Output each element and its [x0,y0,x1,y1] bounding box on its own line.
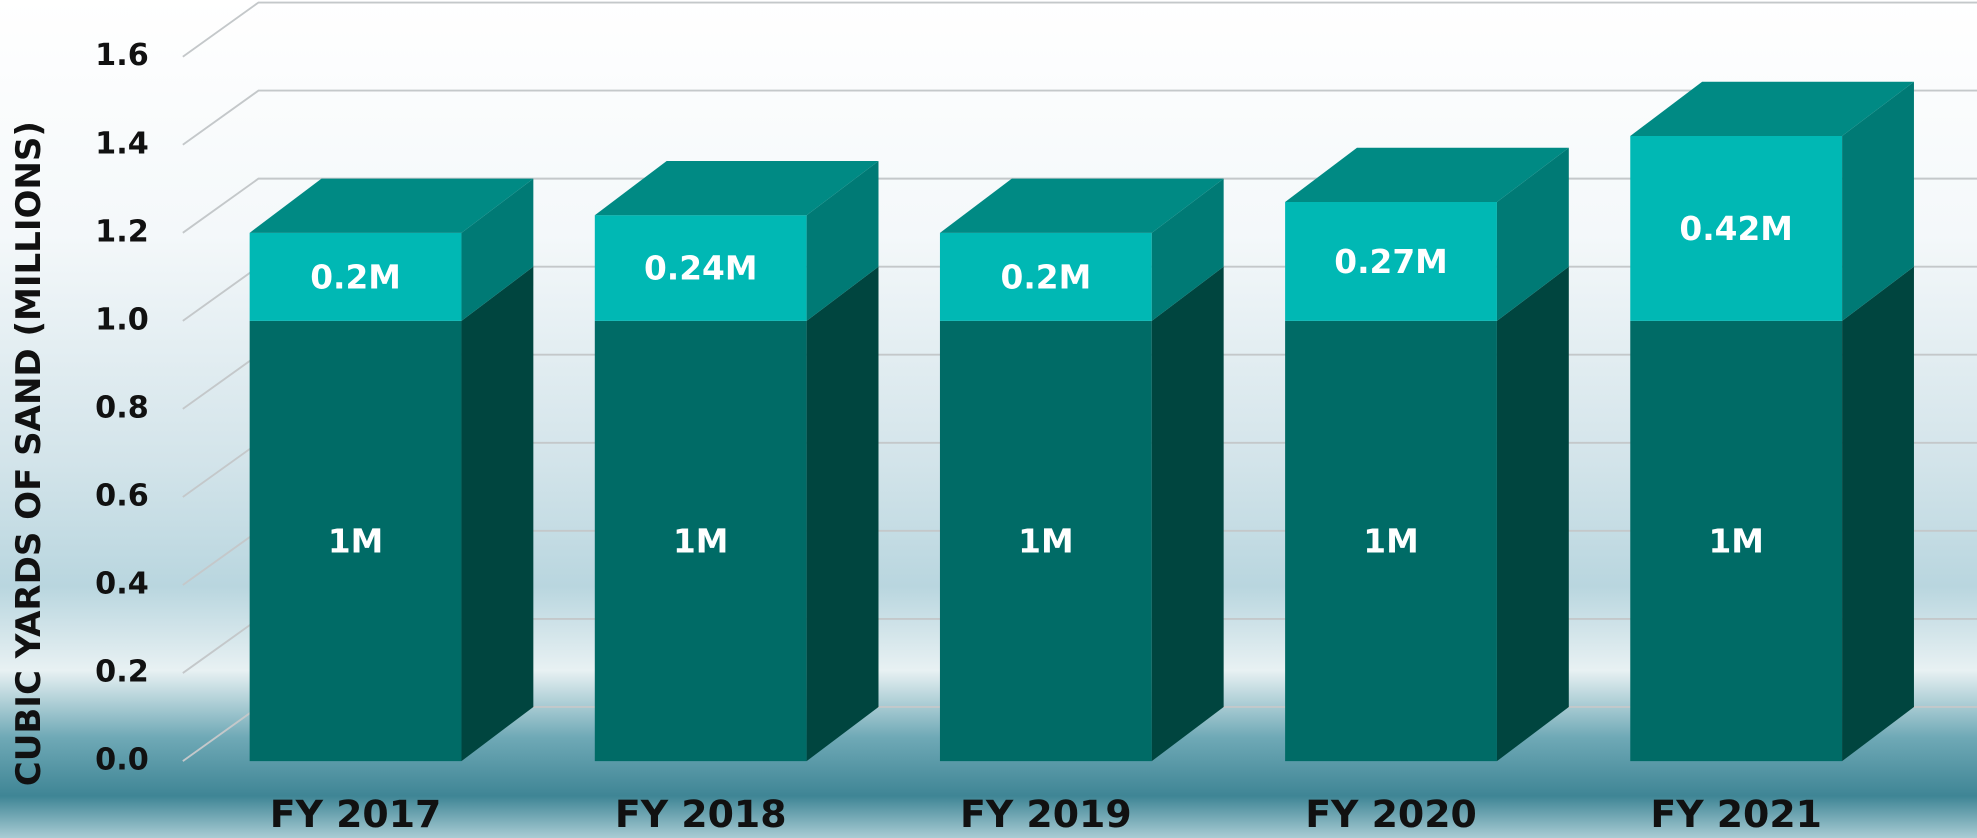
x-tick-label: FY 2019 [960,792,1132,836]
data-label: 0.2M [310,258,401,296]
bar-side [1842,266,1914,762]
y-axis-title: CUBIC YARDS OF SAND (MILLIONS) [9,121,49,786]
bar-segment [594,215,807,321]
grid-line [182,1,1977,58]
bar-side [1151,178,1224,321]
bar-top [1630,81,1914,136]
y-tick-label: 0.8 [95,390,149,425]
bar-segment [594,320,807,762]
y-tick-label: 1.4 [95,126,149,161]
y-tick-label: 0.2 [95,655,149,690]
bar-top [249,178,534,233]
data-label: 0.27M [1334,243,1447,281]
bar-top [1285,147,1569,202]
bar-side [461,178,534,321]
data-label: 0.24M [644,250,757,288]
y-tick-label: 1.6 [95,38,149,73]
bar-top [594,161,879,216]
bar-side [1842,81,1914,321]
bar-side [1496,266,1569,762]
bar-segment [1285,201,1497,321]
y-tick-label: 1.0 [95,302,149,337]
bar-segment [249,320,462,762]
y-tick-label: 0.6 [95,478,149,513]
data-label: 1M [1708,523,1763,561]
grid-line [182,89,1977,146]
bar-side [806,161,879,321]
bar-segment [939,232,1152,321]
bar-side [461,266,534,762]
y-tick-label: 1.2 [95,214,149,249]
data-label: 0.2M [1001,258,1092,296]
data-label: 1M [328,523,383,561]
bar-segment [1630,320,1843,762]
bar-side [806,266,879,762]
bar-segment [939,320,1152,762]
bar-side [1151,266,1224,762]
x-tick-label: FY 2021 [1650,792,1822,836]
data-label: 1M [673,523,728,561]
bar-segment [249,232,462,321]
x-tick-label: FY 2017 [270,792,442,836]
data-label: 1M [1363,523,1418,561]
y-tick-label: 0.0 [95,743,149,778]
y-tick-label: 0.4 [95,567,149,602]
data-label: 1M [1018,523,1073,561]
bar-segment [1630,135,1843,321]
x-tick-label: FY 2020 [1305,792,1477,836]
bar-top [939,178,1224,233]
bar-segment [1285,320,1497,762]
x-tick-label: FY 2018 [615,792,787,836]
bar-side [1496,147,1569,321]
data-label: 0.42M [1679,210,1792,248]
